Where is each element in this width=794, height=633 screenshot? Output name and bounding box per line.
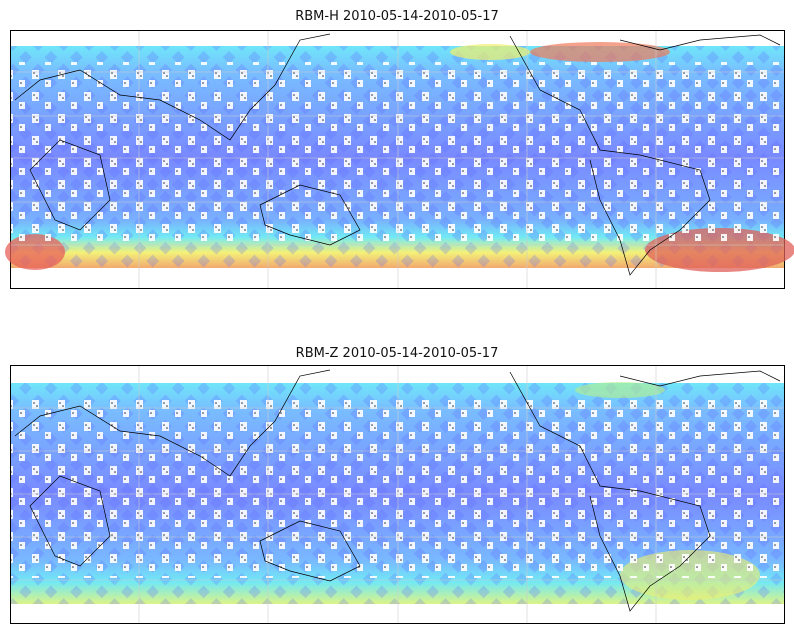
sample-markers [11,398,784,578]
map-panel: RBM-Z 2010-05-14-2010-05-17 [10,346,785,624]
map-panel: RBM-H 2010-05-14-2010-05-17 [5,9,794,289]
graticule [11,366,784,623]
coastlines [14,369,781,612]
high-region [450,44,530,60]
panel-title: RBM-H 2010-05-14-2010-05-17 [295,9,499,24]
coastlines [14,33,781,276]
sample-markers [11,62,784,242]
panel-title: RBM-Z 2010-05-14-2010-05-17 [296,346,499,361]
high-region [575,382,665,398]
high-region [5,234,65,270]
graticule [11,31,784,288]
high-region [530,42,670,62]
